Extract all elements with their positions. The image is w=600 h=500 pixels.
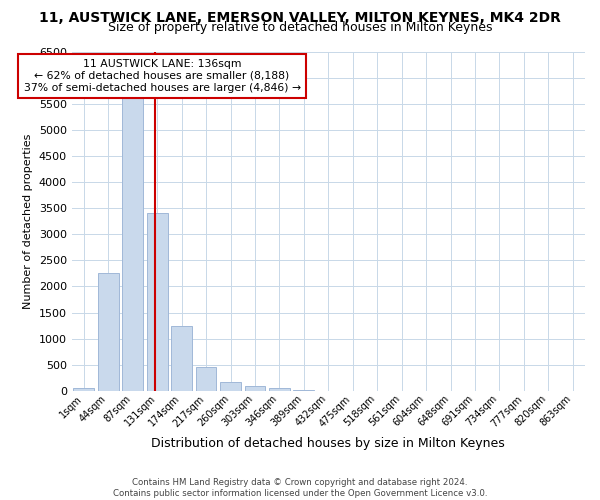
Bar bbox=[98, 274, 119, 391]
Bar bbox=[293, 390, 314, 391]
Bar bbox=[196, 368, 217, 391]
Text: 11, AUSTWICK LANE, EMERSON VALLEY, MILTON KEYNES, MK4 2DR: 11, AUSTWICK LANE, EMERSON VALLEY, MILTO… bbox=[39, 11, 561, 25]
Text: 11 AUSTWICK LANE: 136sqm
← 62% of detached houses are smaller (8,188)
37% of sem: 11 AUSTWICK LANE: 136sqm ← 62% of detach… bbox=[23, 60, 301, 92]
Text: Contains HM Land Registry data © Crown copyright and database right 2024.
Contai: Contains HM Land Registry data © Crown c… bbox=[113, 478, 487, 498]
Y-axis label: Number of detached properties: Number of detached properties bbox=[23, 134, 33, 309]
Bar bbox=[171, 326, 192, 391]
Bar bbox=[245, 386, 265, 391]
Bar bbox=[73, 388, 94, 391]
Bar bbox=[122, 78, 143, 391]
Bar bbox=[147, 214, 167, 391]
Text: Size of property relative to detached houses in Milton Keynes: Size of property relative to detached ho… bbox=[108, 22, 492, 35]
Bar bbox=[269, 388, 290, 391]
X-axis label: Distribution of detached houses by size in Milton Keynes: Distribution of detached houses by size … bbox=[151, 437, 505, 450]
Bar bbox=[220, 382, 241, 391]
